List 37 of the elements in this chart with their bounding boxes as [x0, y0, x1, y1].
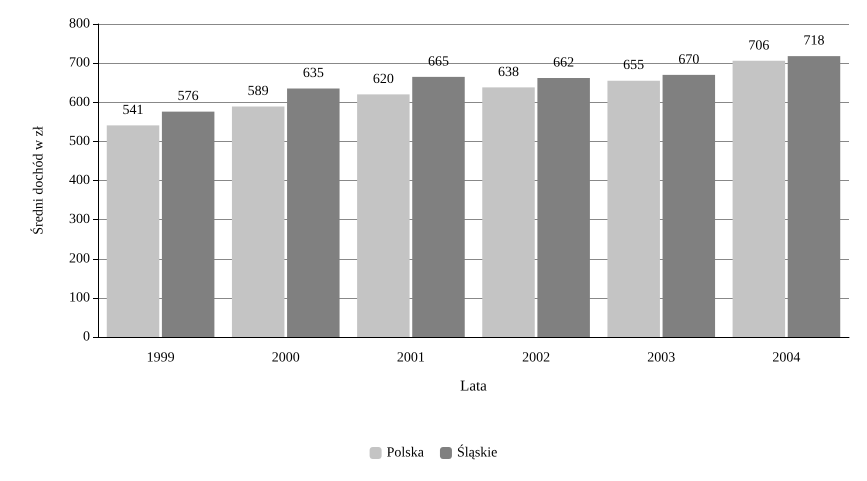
data-label: 589	[248, 84, 269, 100]
data-label: 541	[122, 102, 144, 118]
data-label: 662	[553, 55, 574, 70]
legend-label: Śląskie	[456, 444, 498, 460]
bar	[732, 60, 786, 337]
bar	[106, 125, 160, 337]
data-label: 638	[498, 64, 520, 80]
data-label: 706	[748, 38, 770, 54]
y-tick-label: 300	[69, 212, 90, 228]
y-tick-label: 200	[69, 251, 90, 266]
bar	[232, 106, 284, 337]
y-tick-label: 800	[69, 16, 90, 32]
x-tick-label: 2001	[396, 350, 425, 366]
data-label: 718	[803, 34, 824, 49]
y-tick-label: 700	[69, 56, 90, 71]
data-label: 670	[678, 52, 700, 68]
bar	[357, 94, 410, 337]
y-tick-label: 500	[69, 134, 90, 149]
legend-label: Polska	[386, 446, 425, 460]
x-axis-title: Lata	[460, 378, 488, 394]
y-axis-title: Średni dochód w zł	[30, 126, 46, 235]
x-tick-label: 2000	[272, 350, 300, 366]
y-tick-label: 100	[69, 290, 90, 306]
x-tick-label: 2002	[522, 350, 550, 366]
x-tick-label: 2004	[772, 350, 800, 366]
data-label: 635	[302, 66, 324, 82]
x-tick-label: 1999	[146, 350, 175, 366]
data-label: 665	[428, 54, 449, 70]
bar	[607, 80, 660, 337]
x-tick-label: 2003	[647, 350, 676, 366]
bar	[482, 87, 535, 337]
y-tick-label: 400	[69, 173, 90, 188]
y-tick-label: 0	[83, 330, 90, 344]
data-label: 655	[623, 58, 644, 74]
data-label: 620	[372, 72, 394, 87]
y-tick-label: 600	[69, 94, 90, 110]
data-label: 576	[178, 89, 199, 104]
